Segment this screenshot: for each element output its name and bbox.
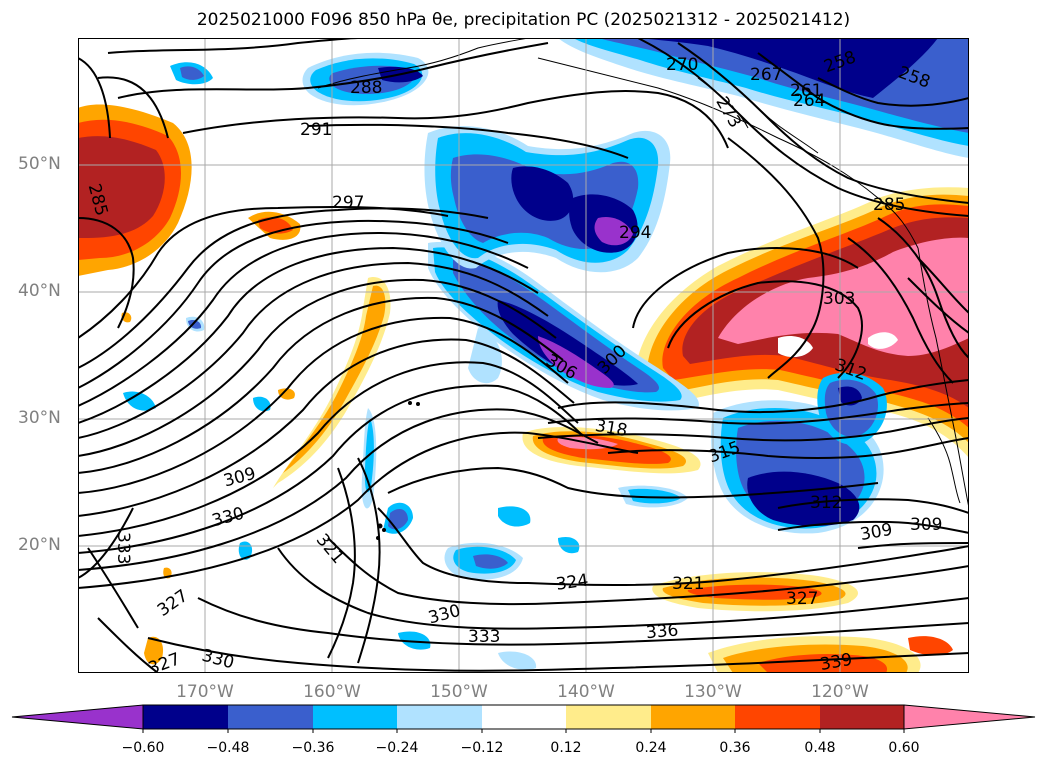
colorbar-tick-label: 0.24 — [635, 740, 667, 756]
map-frame — [78, 38, 969, 673]
contour-label: 339 — [818, 650, 853, 673]
lon-label-160w: 160°W — [303, 682, 361, 702]
map-title: 2025021000 F096 850 hPa θe, precipitatio… — [196, 10, 851, 30]
colorbar-tick-label: −0.60 — [121, 740, 165, 756]
colorbar-tick-label: 0.60 — [888, 740, 920, 756]
colorbar-segment — [228, 705, 313, 729]
contour-label: 336 — [645, 620, 679, 643]
lat-label-50n: 50°N — [18, 154, 61, 174]
contour-label: 303 — [823, 289, 855, 309]
map-panel: 258 258 261 264 267 270 273 285 285 288 … — [78, 38, 969, 673]
contour-label: 327 — [786, 589, 818, 609]
colorbar-segment — [566, 705, 651, 729]
map-plot: 258 258 261 264 267 270 273 285 285 288 … — [78, 38, 969, 673]
colorbar-tick-label: 0.12 — [550, 740, 582, 756]
contour-label: 261 — [790, 81, 822, 101]
lat-label-20n: 20°N — [18, 535, 61, 555]
colorbar-segment — [143, 705, 228, 729]
contour-label: 333 — [113, 532, 133, 564]
lon-label-150w: 150°W — [430, 682, 488, 702]
colorbar-segment — [735, 705, 820, 729]
colorbar-tick-label: −0.12 — [460, 740, 504, 756]
contour-label: 312 — [810, 493, 842, 513]
colorbar-segment — [820, 705, 904, 729]
contour-label: 321 — [672, 574, 704, 594]
colorbar-tick-label: 0.36 — [719, 740, 751, 756]
contour-label: 297 — [332, 193, 364, 213]
lat-label-30n: 30°N — [18, 408, 61, 428]
contour-label: 291 — [300, 120, 332, 140]
colorbar-segment — [482, 705, 566, 729]
contour-label: 285 — [873, 195, 905, 215]
colorbar-tick-label: 0.48 — [804, 740, 836, 756]
contour-label: 333 — [468, 627, 500, 647]
colorbar-tick-label: −0.24 — [375, 740, 419, 756]
contour-label: 264 — [793, 91, 825, 111]
lon-label-130w: 130°W — [684, 682, 742, 702]
contour-label: 309 — [910, 515, 942, 535]
colorbar — [11, 704, 1036, 733]
colorbar-tick-label: −0.48 — [206, 740, 250, 756]
contour-label: 288 — [350, 78, 382, 98]
colorbar-segment — [397, 705, 482, 729]
colorbar-extend-low — [11, 704, 144, 730]
lat-label-40n: 40°N — [18, 281, 61, 301]
theta-e-contours — [78, 38, 969, 673]
lon-label-140w: 140°W — [557, 682, 615, 702]
lon-label-120w: 120°W — [811, 682, 869, 702]
colorbar-extend-high — [903, 704, 1036, 730]
contour-label: 324 — [555, 571, 590, 595]
colorbar-segment — [313, 705, 397, 729]
colorbar-tick-label: −0.36 — [291, 740, 335, 756]
contour-label: 294 — [619, 223, 651, 243]
contour-label: 270 — [666, 55, 698, 75]
lon-label-170w: 170°W — [176, 682, 234, 702]
colorbar-segment — [651, 705, 735, 729]
contour-label: 267 — [750, 65, 782, 85]
